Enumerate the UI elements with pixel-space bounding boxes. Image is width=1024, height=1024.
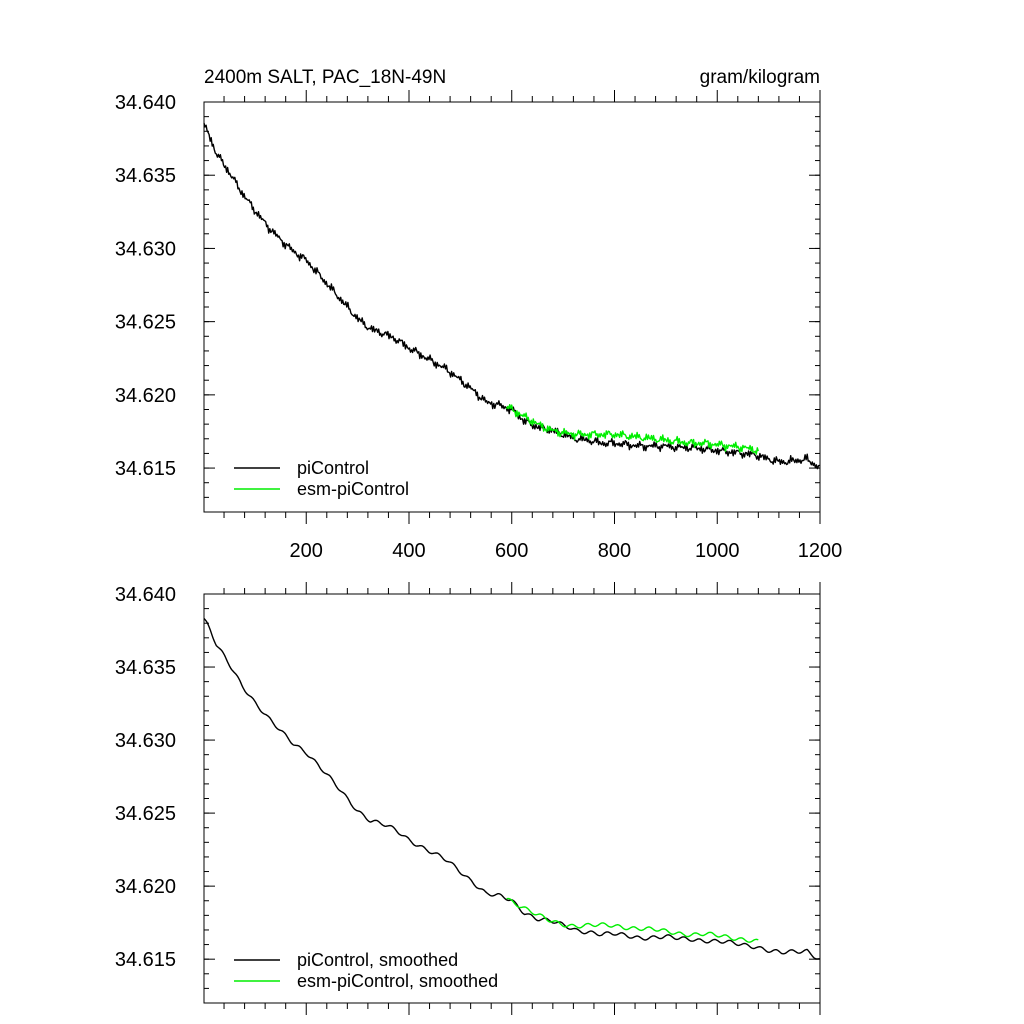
legend-label: piControl, smoothed: [297, 950, 458, 970]
y-tick-label: 34.625: [115, 803, 176, 825]
y-tick-label: 34.630: [115, 238, 176, 260]
series-line: [506, 897, 759, 943]
y-tick-label: 34.615: [115, 458, 176, 480]
y-tick-label: 34.615: [115, 949, 176, 971]
x-tick-label: 600: [495, 540, 528, 562]
legend-label: piControl: [297, 458, 369, 478]
x-tick-label: 800: [598, 540, 631, 562]
y-tick-label: 34.620: [115, 876, 176, 898]
y-tick-label: 34.620: [115, 385, 176, 407]
plot-frame: [203, 593, 821, 1004]
series-line: [203, 122, 820, 470]
panel-bottom: 34.615 34.620 34.625 34.630 34.635 34.640 piCo…: [115, 582, 821, 1015]
y-tick-label: 34.625: [115, 312, 176, 334]
legend-label: esm-piControl: [297, 479, 409, 499]
y-tick-label: 34.635: [115, 657, 176, 679]
plot-frame: [203, 101, 821, 513]
panel-top: 34.615 34.620 34.625 34.630 34.635 34.640 200 4…: [115, 90, 842, 562]
x-tick-label: 1200: [798, 540, 843, 562]
x-tick-label: 1000: [695, 540, 740, 562]
y-tick-label: 34.640: [115, 584, 176, 606]
series-line: [203, 617, 820, 960]
legend-label: esm-piControl, smoothed: [297, 971, 498, 991]
y-tick-label: 34.635: [115, 165, 176, 187]
y-tick-label: 34.640: [115, 92, 176, 114]
x-tick-label: 200: [290, 540, 323, 562]
y-tick-label: 34.630: [115, 730, 176, 752]
title-right: gram/kilogram: [700, 67, 820, 88]
title-left: 2400m SALT, PAC_18N-49N: [204, 67, 446, 88]
series-line: [505, 404, 759, 455]
x-tick-label: 400: [392, 540, 425, 562]
